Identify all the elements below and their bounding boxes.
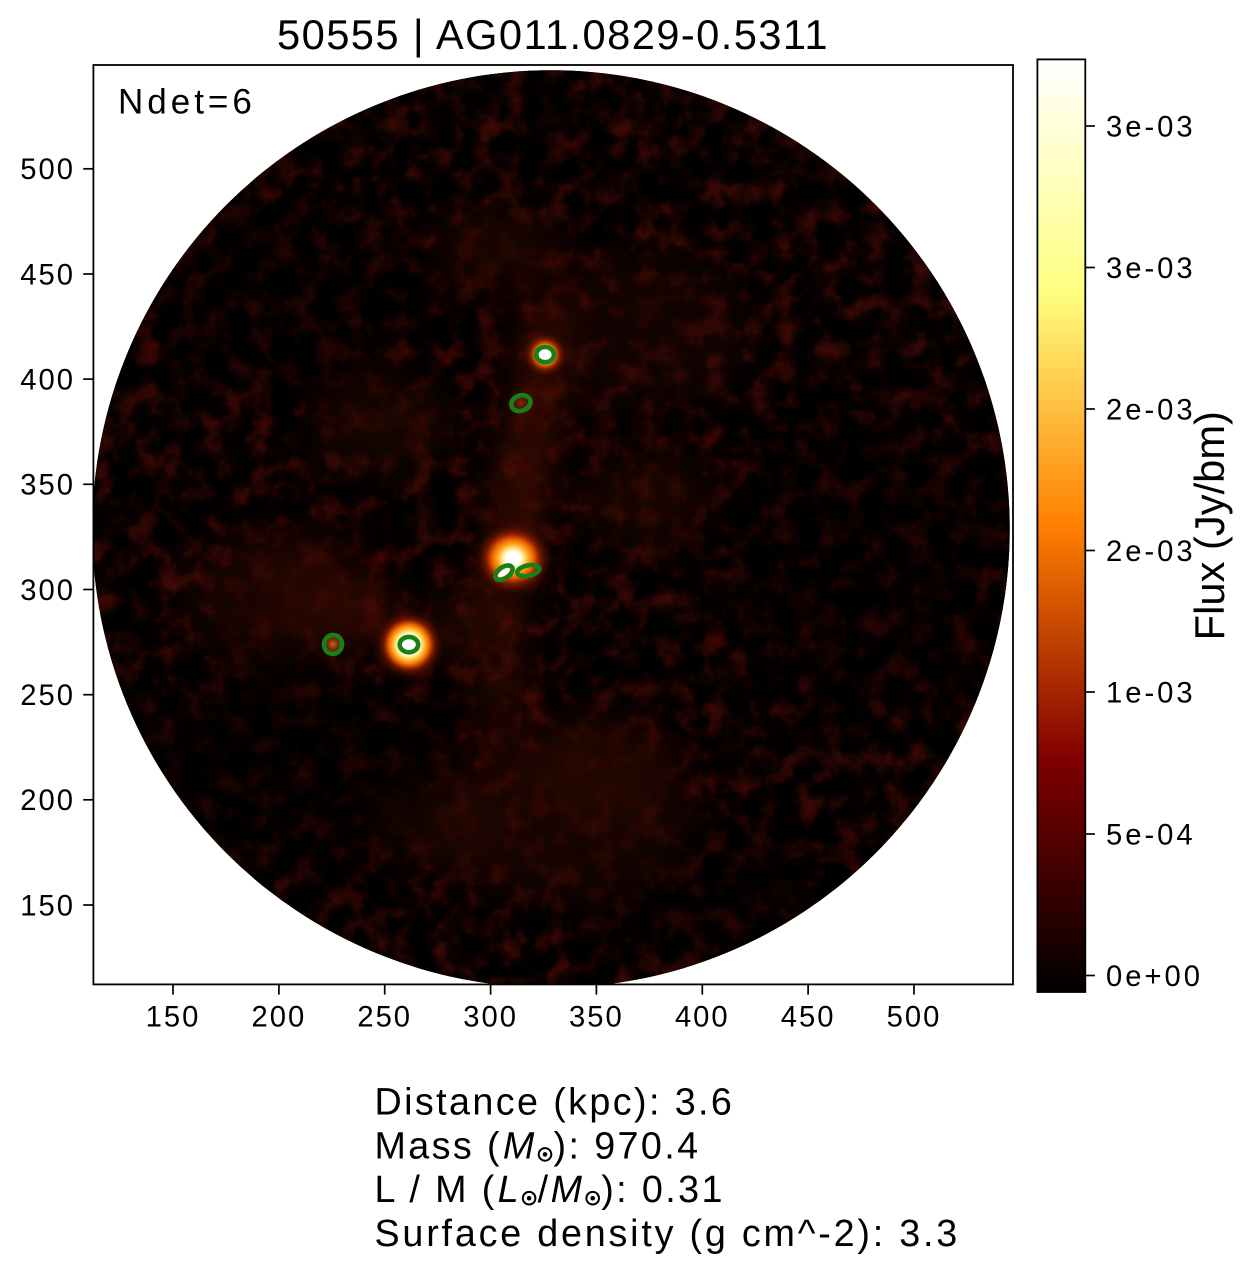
svg-text:2e-03: 2e-03 [1106,394,1196,426]
svg-text:300: 300 [20,575,75,607]
svg-text:Surface density (g cm^-2): 3.3: Surface density (g cm^-2): 3.3 [375,1212,961,1254]
svg-text:200: 200 [252,1002,307,1034]
svg-text:150: 150 [20,890,75,922]
svg-text:/: / [538,1168,551,1210]
svg-text:3e-03: 3e-03 [1106,111,1196,143]
svg-text:250: 250 [357,1002,412,1034]
svg-text:3e-03: 3e-03 [1106,253,1196,285]
svg-text:1e-03: 1e-03 [1106,677,1196,709]
svg-text:150: 150 [146,1002,201,1034]
svg-text:Mass (: Mass ( [375,1124,502,1166]
svg-text:L / M (: L / M ( [375,1168,497,1210]
svg-text:500: 500 [20,154,75,186]
svg-text:5e-04: 5e-04 [1106,819,1196,851]
svg-text:500: 500 [887,1002,942,1034]
svg-text:350: 350 [20,470,75,502]
svg-text:Ndet=6: Ndet=6 [118,83,256,122]
svg-text:L: L [498,1168,521,1210]
svg-text:300: 300 [463,1002,518,1034]
svg-text:): 970.4: ): 970.4 [554,1124,701,1166]
svg-text:0e+00: 0e+00 [1106,961,1203,993]
svg-text:350: 350 [569,1002,624,1034]
svg-text:450: 450 [20,259,75,291]
svg-text:450: 450 [781,1002,836,1034]
svg-text:Distance (kpc): 3.6: Distance (kpc): 3.6 [375,1081,735,1123]
svg-text:50555 | AG011.0829-0.5311: 50555 | AG011.0829-0.5311 [277,11,829,58]
svg-text:M: M [551,1168,585,1210]
svg-text:400: 400 [20,365,75,397]
svg-text:M: M [503,1124,537,1166]
svg-text:200: 200 [20,785,75,817]
svg-text:400: 400 [675,1002,730,1034]
svg-text:): 0.31: ): 0.31 [601,1168,725,1210]
svg-text:250: 250 [20,680,75,712]
svg-text:Flux (Jy/bm): Flux (Jy/bm) [1186,411,1233,640]
svg-text:2e-03: 2e-03 [1106,536,1196,568]
